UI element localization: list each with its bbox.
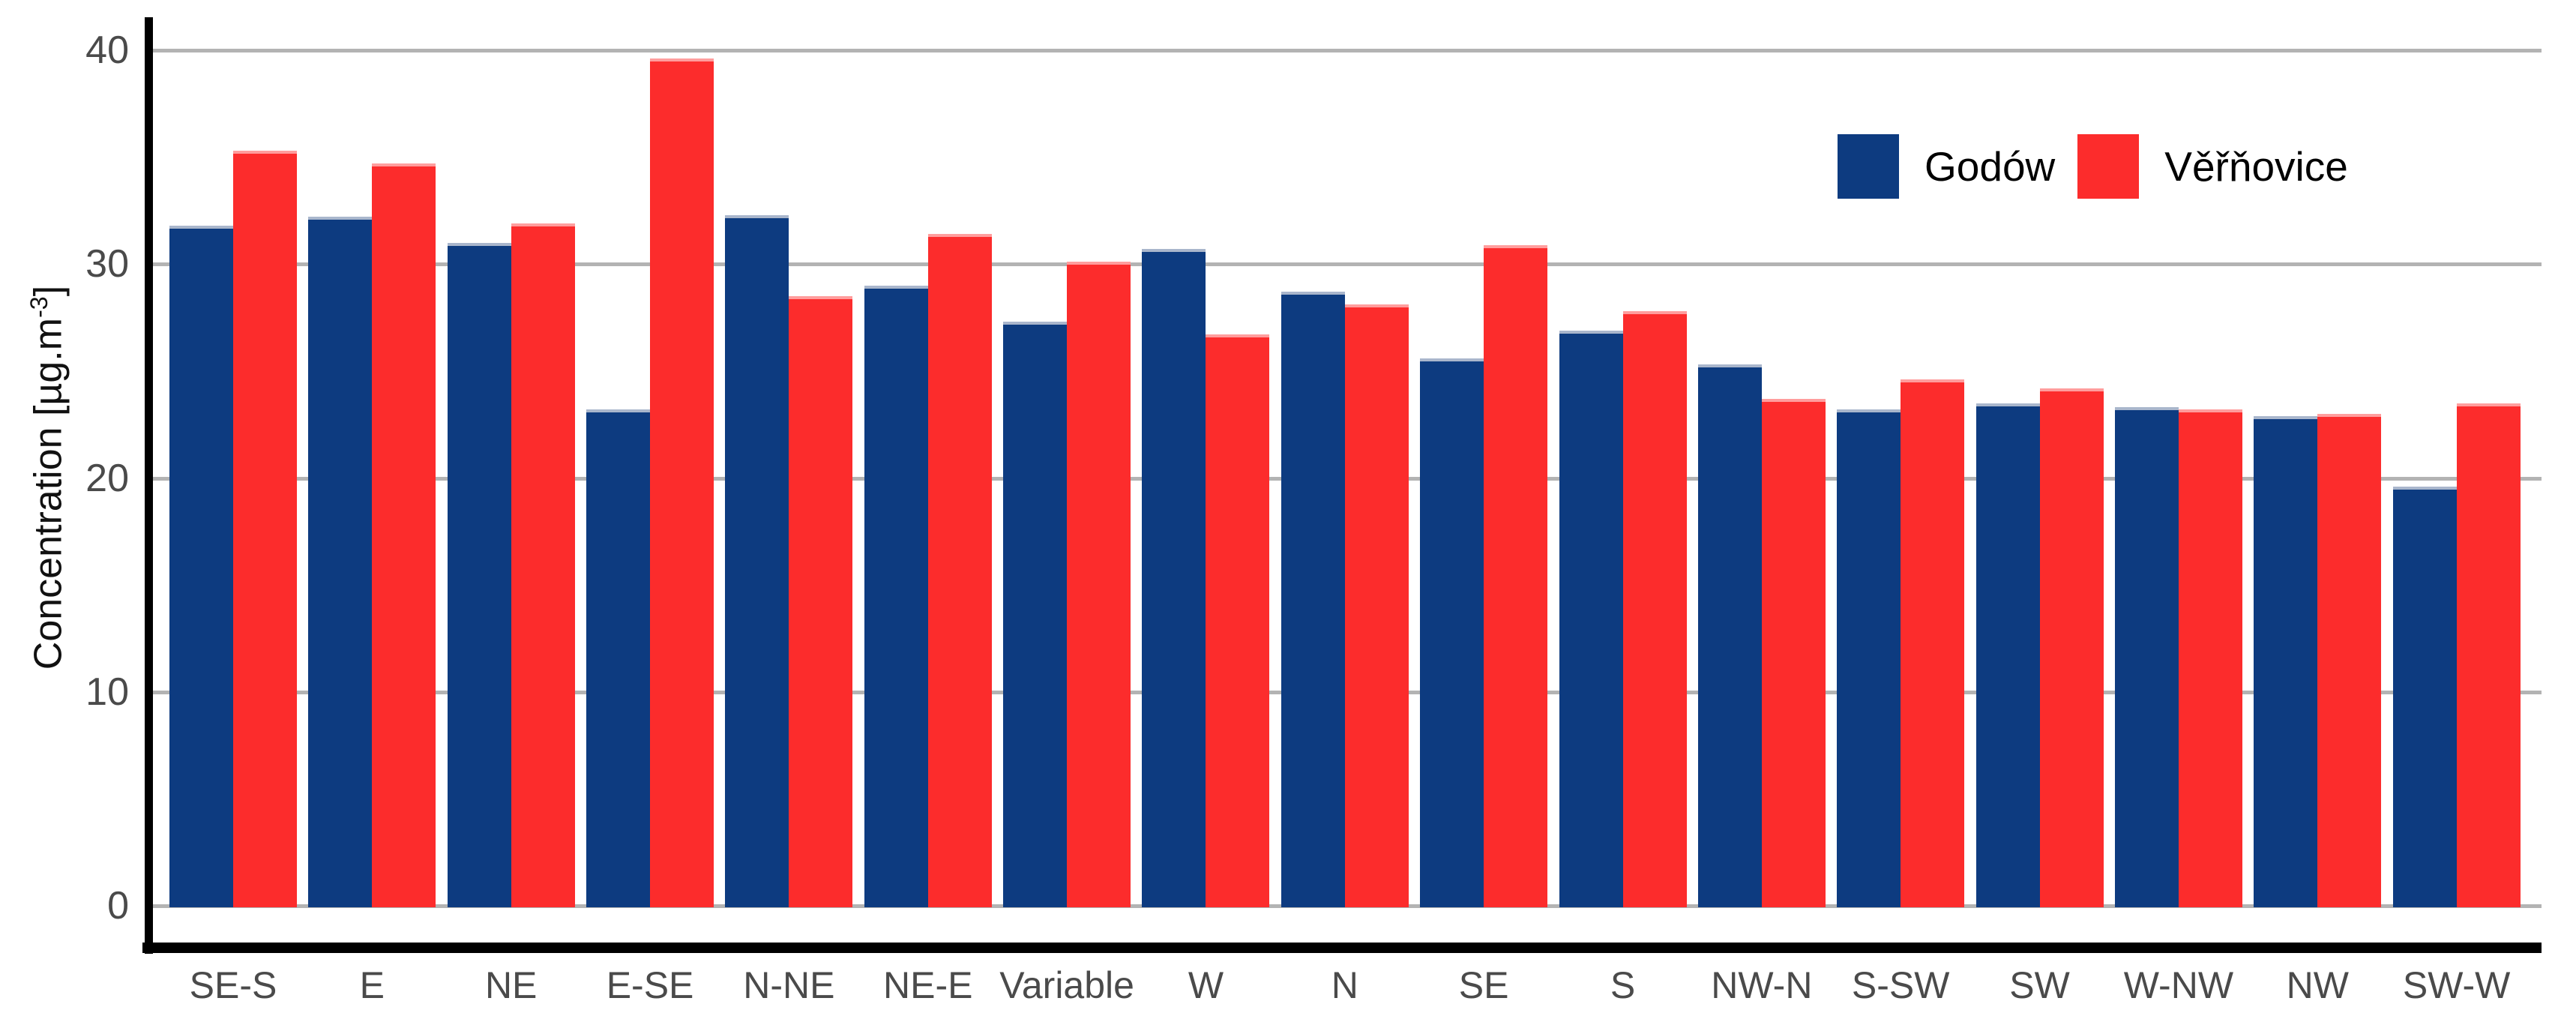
- y-tick-label-20: 20: [85, 456, 129, 500]
- bar-Godów-SE-S: [169, 225, 233, 907]
- bar-Věřňovice-SW-W: [2456, 403, 2521, 907]
- bar-Godów-NW-N: [1697, 364, 1762, 907]
- legend-swatch-Godów: [1838, 134, 1899, 199]
- y-tick-label-10: 10: [85, 670, 129, 714]
- legend-label-Godów: Godów: [1925, 143, 2056, 190]
- bar-Godów-E-SE: [586, 409, 651, 907]
- bar-Godów-E: [308, 217, 373, 907]
- x-category-label-NW: NW: [2286, 964, 2349, 1006]
- bar-Godów-SW-W: [2392, 486, 2457, 907]
- bar-Věřňovice-NE: [511, 223, 575, 907]
- x-axis-line: [142, 943, 2542, 953]
- bar-Věřňovice-SE: [1484, 244, 1548, 907]
- x-category-label-NE: NE: [484, 964, 538, 1006]
- bar-Godów-NE-E: [864, 285, 928, 907]
- bar-Godów-S: [1559, 330, 1623, 907]
- y-axis-title-superscript: -3: [25, 296, 52, 318]
- bar-Godów-S-SW: [1837, 409, 1901, 907]
- bar-Věřňovice-N: [1344, 304, 1409, 907]
- bar-Věřňovice-W: [1206, 334, 1270, 907]
- bar-Věřňovice-E: [372, 163, 436, 907]
- legend-label-Věřňovice: Věřňovice: [2164, 143, 2348, 190]
- bar-Godów-NE: [447, 242, 511, 907]
- bar-Věřňovice-NW-N: [1761, 398, 1826, 907]
- x-category-label-E: E: [359, 964, 385, 1006]
- x-category-label-S-SW: S-SW: [1851, 964, 1950, 1006]
- bar-Věřňovice-SW: [2039, 388, 2104, 907]
- bar-Věřňovice-SE-S: [233, 151, 297, 907]
- bar-Věřňovice-W-NW: [2178, 409, 2242, 907]
- x-category-label-NE-E: NE-E: [883, 964, 973, 1006]
- x-category-label-SW: SW: [2009, 964, 2070, 1006]
- legend-swatch-Věřňovice: [2077, 134, 2140, 199]
- y-tick-label-30: 30: [85, 242, 129, 286]
- x-category-label-W-NW: W-NW: [2123, 964, 2234, 1006]
- bar-Godów-W-NW: [2114, 407, 2179, 907]
- bar-Věřňovice-S-SW: [1901, 379, 1965, 907]
- bar-Věřňovice-N-NE: [789, 296, 853, 907]
- x-category-label-N-NE: N-NE: [743, 964, 835, 1006]
- x-category-label-SW-W: SW-W: [2402, 964, 2511, 1006]
- bar-Godów-SW: [1975, 403, 2040, 907]
- y-axis-title-bracket: ]: [26, 285, 70, 297]
- y-axis-title-text: Concentration [µg.m: [26, 317, 70, 670]
- x-category-label-S: S: [1610, 964, 1636, 1006]
- bar-Věřňovice-S: [1622, 311, 1687, 907]
- bar-Godów-N-NE: [725, 214, 789, 907]
- bar-Věřňovice-NE-E: [927, 234, 992, 907]
- x-category-label-E-SE: E-SE: [606, 964, 694, 1006]
- bar-Godów-W: [1142, 249, 1206, 907]
- x-category-label-N: N: [1331, 964, 1358, 1006]
- legend-item-Věřňovice: Věřňovice: [2077, 134, 2348, 199]
- bar-Věřňovice-Variable: [1067, 262, 1131, 907]
- bar-Godów-SE: [1420, 358, 1484, 907]
- y-tick-label-40: 40: [85, 28, 129, 72]
- x-category-label-SE: SE: [1458, 964, 1509, 1006]
- bar-Věřňovice-NW: [2317, 413, 2382, 907]
- x-category-label-SE-S: SE-S: [189, 964, 277, 1006]
- y-axis-title: Concentration [µg.m-3]: [15, 140, 70, 815]
- bar-Godów-N: [1281, 292, 1345, 907]
- x-category-label-W: W: [1188, 964, 1224, 1006]
- gridline-40: [148, 49, 2542, 52]
- legend-item-Godów: Godów: [1838, 134, 2055, 199]
- gridline-30: [148, 262, 2542, 267]
- y-tick-label-0: 0: [107, 884, 129, 928]
- x-category-label-NW-N: NW-N: [1711, 964, 1813, 1006]
- x-category-label-Variable: Variable: [999, 964, 1134, 1006]
- bar-Godów-Variable: [1003, 322, 1068, 907]
- bar-Godów-NW: [2254, 415, 2318, 907]
- legend: Godów Věřňovice: [1838, 134, 2371, 199]
- bar-Věřňovice-E-SE: [650, 58, 714, 907]
- y-axis-line: [145, 17, 153, 954]
